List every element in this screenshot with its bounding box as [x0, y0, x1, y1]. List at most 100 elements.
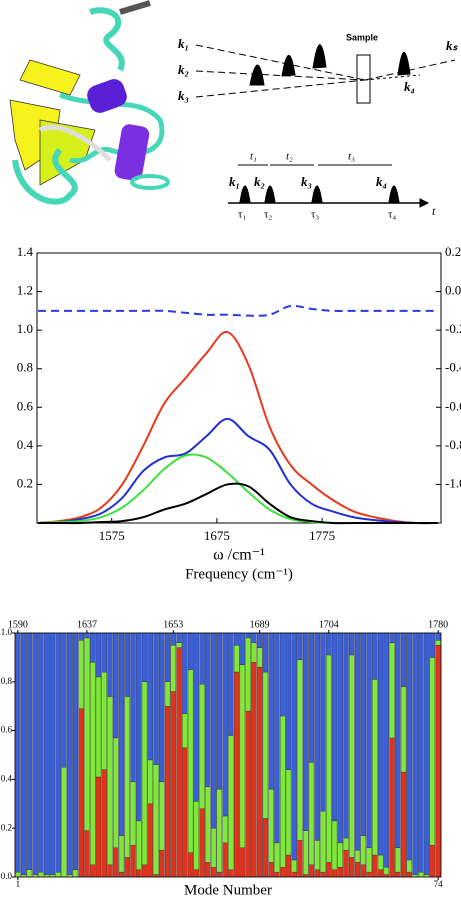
- x-tick-label: 1575: [99, 528, 125, 543]
- bar-segment: [170, 691, 177, 878]
- bar-segment: [182, 632, 188, 714]
- bar-segment: [107, 696, 113, 866]
- bar-segment: [84, 637, 90, 831]
- y-tick-label: 0.4: [17, 437, 34, 452]
- bar-segment: [314, 840, 320, 870]
- bar-segment: [239, 632, 246, 665]
- bar-segment: [199, 632, 205, 685]
- bar-segment: [107, 864, 113, 878]
- bar-segment: [256, 632, 263, 648]
- pulse-label: k₁: [229, 174, 240, 189]
- ribbon: [38, 124, 112, 162]
- bar-segment: [159, 781, 165, 851]
- bar-segment: [136, 632, 142, 822]
- bar-segment: [170, 632, 177, 646]
- bar-segment: [406, 871, 413, 878]
- bar-segment: [199, 684, 205, 809]
- bar-segment: [429, 657, 436, 846]
- bar-segment: [239, 847, 246, 878]
- bar-segment: [159, 849, 165, 878]
- bar-segment: [113, 847, 119, 878]
- bar-segment: [331, 869, 338, 878]
- x2-tick-label: 1637: [77, 619, 97, 630]
- time-label: τ₁: [238, 209, 246, 221]
- bar-segment: [32, 632, 38, 875]
- bar-segment: [124, 857, 130, 878]
- bar-segment: [182, 713, 188, 748]
- bar-segment: [101, 671, 107, 770]
- bar-segment: [251, 642, 257, 663]
- bar-segment: [216, 788, 223, 873]
- bar-segment: [435, 632, 441, 641]
- pulse: [239, 185, 400, 203]
- bar-segment: [89, 662, 96, 866]
- protein-illustration: [9, 0, 170, 205]
- bar-segment: [406, 632, 413, 861]
- y-tick-label: 1.0: [17, 321, 33, 336]
- beam-label: k₂: [178, 62, 189, 77]
- bar-segment: [343, 837, 349, 851]
- bar-segment: [268, 632, 274, 790]
- bar-segment: [216, 871, 223, 878]
- bar-segment: [343, 632, 349, 839]
- bar-segment: [360, 632, 367, 836]
- bar-segment: [153, 764, 159, 875]
- y-tick-label: 1.0: [1, 627, 13, 637]
- y-tick-label: 0.2: [1, 822, 12, 832]
- bar-segment: [101, 769, 107, 878]
- bar-segment: [262, 818, 269, 878]
- bar-segment: [372, 679, 378, 856]
- bar-segment: [136, 869, 142, 878]
- bar-segment: [239, 664, 246, 848]
- bar-segment: [354, 862, 361, 878]
- bar-segment: [193, 869, 200, 878]
- delay-label: t₂: [286, 151, 293, 163]
- bar-segment: [89, 864, 96, 878]
- bar-segment: [297, 840, 303, 878]
- bar-segment: [291, 871, 297, 878]
- bar-segment: [395, 847, 401, 873]
- bar-segment: [268, 788, 274, 863]
- ribbon: [12, 147, 78, 205]
- ribbon: [119, 0, 151, 15]
- y2-tick-label: -0.8: [445, 437, 461, 452]
- bar-segment: [147, 803, 154, 878]
- bar-segment: [389, 642, 395, 739]
- bar-segment: [429, 845, 436, 878]
- bar-segment: [26, 632, 33, 870]
- bar-segment: [113, 632, 119, 739]
- bar-segment: [389, 632, 395, 643]
- y-tick-label: 0.2: [17, 475, 33, 490]
- bar-segment: [349, 632, 355, 656]
- bar-segment: [61, 632, 67, 768]
- bar-segment: [366, 871, 372, 878]
- ribbon: [130, 174, 170, 190]
- bar-segment: [377, 854, 384, 870]
- bar-segment: [429, 632, 436, 658]
- bar-segment: [193, 632, 200, 802]
- bar-segment: [412, 632, 418, 875]
- bar-segment: [170, 645, 177, 692]
- bar-segment: [182, 747, 188, 878]
- bar-segment: [205, 786, 211, 863]
- x-tick-label: 74: [434, 879, 444, 889]
- y-tick-label: 0.8: [17, 360, 33, 375]
- bar-segment: [95, 776, 102, 878]
- bar-segment: [337, 867, 343, 878]
- bar-segment: [406, 859, 413, 873]
- bar-segment: [210, 828, 217, 868]
- bar-segment: [320, 810, 326, 873]
- bar-segment: [118, 835, 125, 873]
- bar-segment: [176, 642, 182, 648]
- bar-segment: [245, 637, 251, 712]
- plot-frame: [14, 632, 442, 878]
- bar-segment: [210, 867, 217, 878]
- x-axis-label: ω /cm⁻¹: [213, 547, 265, 564]
- bar-segment: [395, 871, 401, 878]
- bar-segment: [285, 854, 292, 878]
- bar-segment: [245, 632, 251, 639]
- signal-label: kₛ: [446, 38, 459, 53]
- bar-segment: [55, 871, 61, 878]
- bar-segment: [302, 632, 309, 831]
- pulse-label: k₃: [301, 174, 312, 189]
